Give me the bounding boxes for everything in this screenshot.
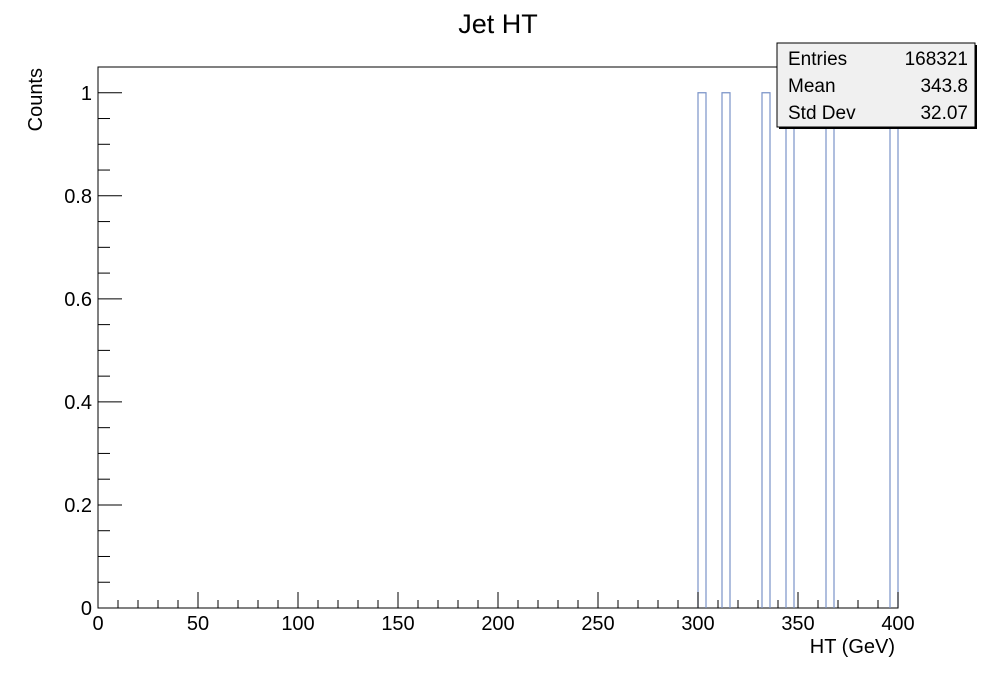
x-tick-label: 0 [92, 613, 103, 635]
x-tick-label: 250 [581, 613, 614, 635]
chart-title: Jet HT [458, 9, 538, 39]
y-tick-label: 1 [81, 83, 92, 105]
stats-value: 32.07 [920, 103, 968, 124]
y-tick-label: 0.8 [64, 186, 92, 208]
stats-label: Entries [788, 49, 847, 70]
histogram-bin [697, 92, 707, 608]
stats-box-background [776, 42, 976, 128]
x-tick-label: 100 [281, 613, 314, 635]
x-tick-label: 200 [481, 613, 514, 635]
histogram-bin [721, 92, 731, 608]
x-tick-label: 150 [381, 613, 414, 635]
histogram-bin [785, 92, 795, 608]
stats-value: 343.8 [920, 76, 968, 97]
x-tick-label: 50 [187, 613, 209, 635]
histogram-bin [761, 92, 771, 608]
y-tick-label: 0 [81, 598, 92, 620]
y-axis-label: Counts [25, 68, 47, 131]
y-axis: 0 0.2 0.4 0.6 0.8 1 [64, 66, 122, 620]
stats-label: Std Dev [788, 103, 856, 124]
stats-value: 168321 [905, 49, 968, 70]
plot-area-border [97, 66, 899, 609]
x-axis-label: HT (GeV) [810, 636, 895, 658]
x-tick-label: 400 [881, 613, 914, 635]
stats-box: Entries 168321 Mean 343.8 Std Dev 32.07 [776, 42, 977, 129]
y-tick-label: 0.2 [64, 495, 92, 517]
histogram-bars [697, 92, 899, 608]
histogram-bin [889, 92, 899, 608]
histogram-bin [825, 92, 835, 608]
plot-frame [97, 66, 899, 609]
x-tick-label: 300 [681, 613, 714, 635]
y-tick-label: 0.4 [64, 392, 92, 414]
stats-label: Mean [788, 76, 836, 97]
x-axis: 0 50 100 150 200 250 300 350 400 [92, 592, 915, 635]
x-tick-label: 350 [781, 613, 814, 635]
y-tick-label: 0.6 [64, 289, 92, 311]
